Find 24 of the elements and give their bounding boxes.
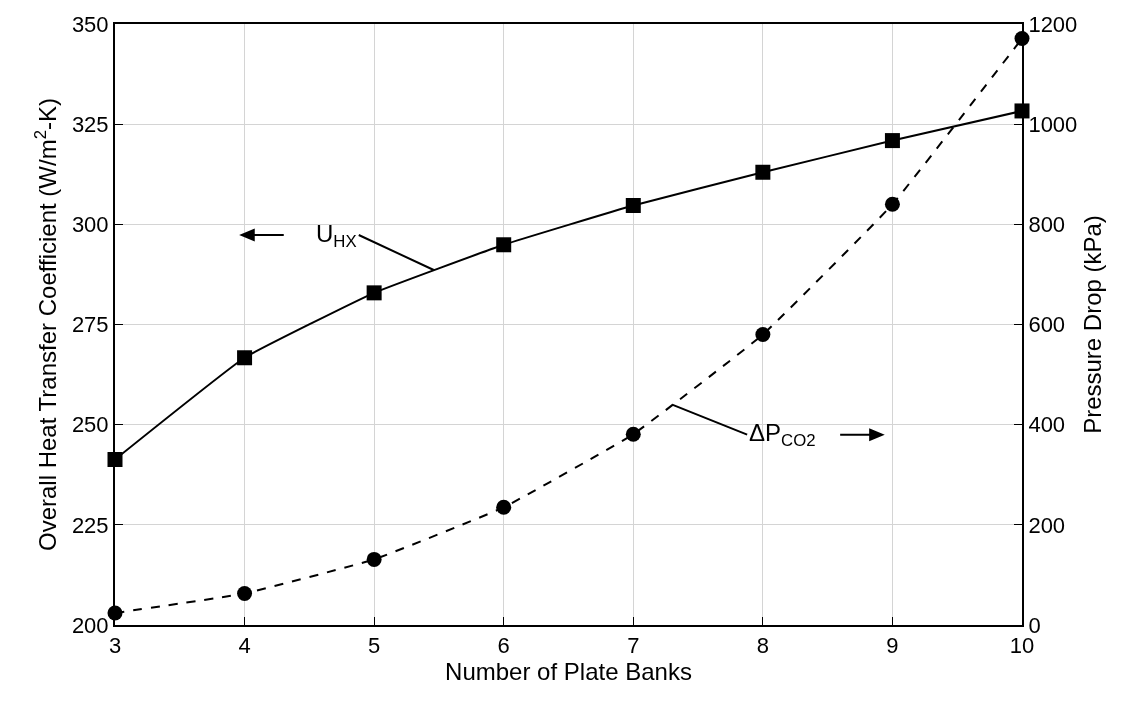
x-tick-label: 3 <box>108 633 122 659</box>
y-tick-label: 275 <box>71 312 109 338</box>
annotation: ΔP$_{CO2}$ <box>749 419 816 451</box>
y-tick-label: 250 <box>71 412 109 438</box>
y-tick-label: 325 <box>71 111 109 137</box>
y2-tick-label: 600 <box>1028 312 1066 338</box>
annotation: U$_{HX}$ <box>316 220 357 252</box>
x-tick-label: 9 <box>886 633 899 659</box>
y2-tick-label: 1200 <box>1028 11 1078 37</box>
x-tick-label: 8 <box>756 633 769 659</box>
x-tick-label: 7 <box>627 633 640 659</box>
x-tick-label: 4 <box>238 633 251 659</box>
y2-tick-label: 400 <box>1028 412 1066 438</box>
y2-tick-label: 200 <box>1028 512 1066 538</box>
y2-tick-label: 800 <box>1028 212 1066 238</box>
y-tick-label: 300 <box>71 212 109 238</box>
x-tick-label: 6 <box>497 633 510 659</box>
y-tick-label: 200 <box>71 612 109 638</box>
y2-axis-title: Pressure Drop (kPa) <box>1079 215 1107 434</box>
y2-tick-label: 1000 <box>1028 111 1078 137</box>
x-axis-title: Number of Plate Banks <box>445 658 692 686</box>
y-tick-label: 225 <box>71 512 109 538</box>
y-tick-label: 350 <box>71 11 109 37</box>
x-tick-label: 5 <box>368 633 381 659</box>
